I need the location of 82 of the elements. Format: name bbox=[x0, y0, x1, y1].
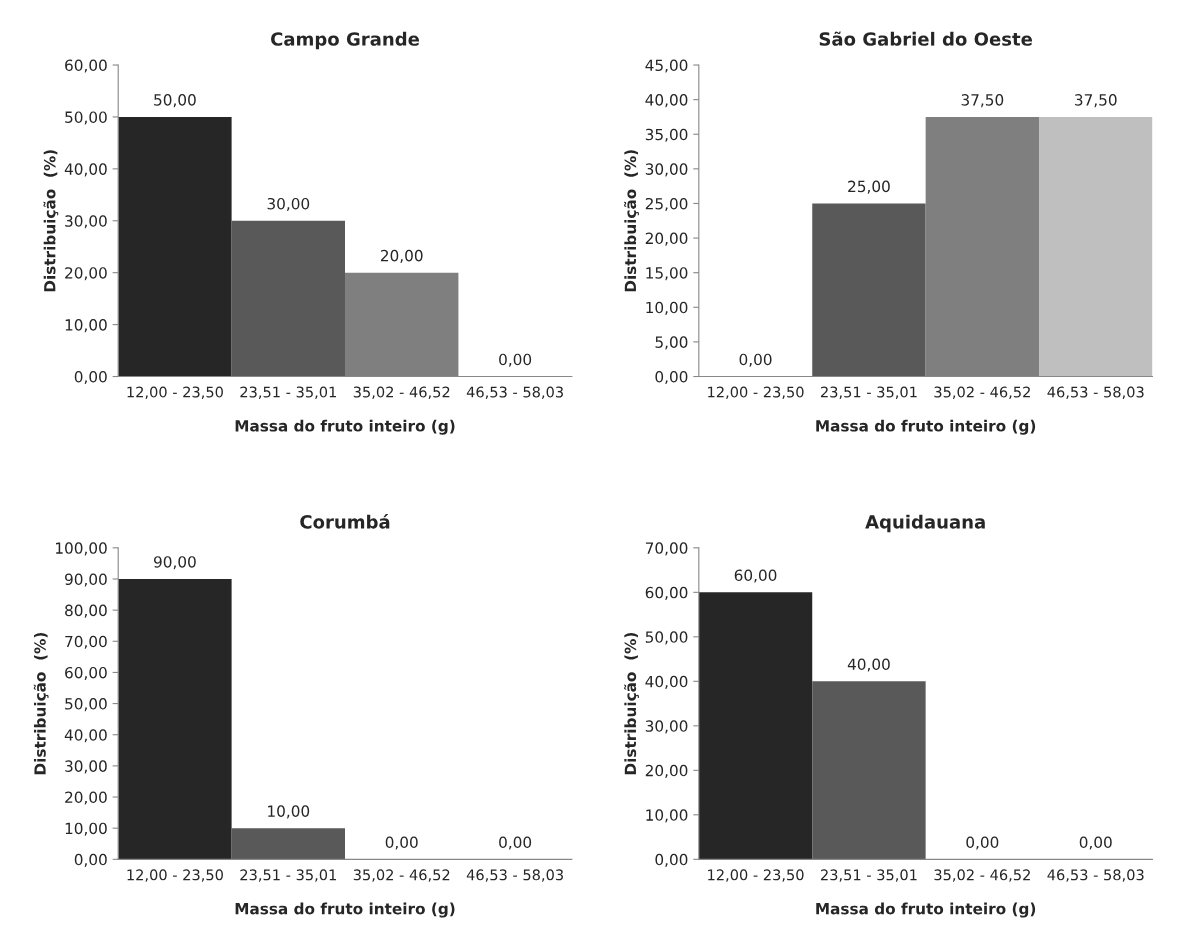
y-tick-label: 0,00 bbox=[74, 370, 107, 385]
x-axis-title: Massa do fruto inteiro (g) bbox=[816, 902, 1036, 918]
y-tick-label: 20,00 bbox=[65, 267, 107, 281]
y-tick-label: 40,00 bbox=[645, 94, 688, 108]
x-axis-title: Massa do fruto inteiro (g) bbox=[235, 419, 455, 435]
y-tick-label: 60,00 bbox=[65, 666, 107, 681]
x-axis-title: Massa do fruto inteiro (g) bbox=[816, 419, 1036, 435]
data-label: 0,00 bbox=[1079, 836, 1112, 850]
x-tick-label: 12,00 - 23,50 bbox=[708, 869, 804, 882]
y-tick-label: 20,00 bbox=[65, 791, 107, 805]
y-tick-label: 5,00 bbox=[655, 336, 688, 350]
y-axis-title: Distribuição (%) bbox=[33, 632, 49, 775]
y-tick-label: 40,00 bbox=[645, 675, 688, 689]
y-tick-label: 30,00 bbox=[645, 163, 688, 177]
y-tick-label: 60,00 bbox=[645, 586, 688, 600]
data-label: 10,00 bbox=[268, 805, 310, 819]
y-tick-label: 30,00 bbox=[65, 760, 107, 774]
y-tick-label: 100,00 bbox=[56, 542, 107, 556]
y-axis-title: Distribuição (%) bbox=[624, 150, 639, 292]
data-label: 37,50 bbox=[1075, 94, 1117, 108]
y-tick-label: 10,00 bbox=[65, 319, 107, 333]
y-tick-label: 10,00 bbox=[646, 809, 688, 823]
data-label: 0,00 bbox=[499, 836, 532, 850]
y-tick-label: 0,00 bbox=[655, 853, 688, 867]
y-tick-label: 60,00 bbox=[65, 59, 107, 73]
x-tick-label: 23,51 - 35,01 bbox=[820, 869, 917, 882]
x-tick-label: 35,02 - 46,52 bbox=[353, 386, 450, 400]
data-label: 0,00 bbox=[739, 353, 772, 367]
data-label: 37,50 bbox=[961, 94, 1004, 108]
x-tick-label: 23,51 - 35,01 bbox=[240, 386, 336, 400]
data-label: 40,00 bbox=[847, 658, 890, 672]
x-tick-label: 23,51 - 35,01 bbox=[820, 386, 917, 400]
y-tick-label: 30,00 bbox=[645, 720, 688, 734]
data-label: 0,00 bbox=[385, 836, 418, 850]
data-label: 0,00 bbox=[499, 353, 532, 367]
y-tick-label: 10,00 bbox=[65, 822, 107, 836]
data-label: 50,00 bbox=[154, 94, 196, 108]
x-tick-label: 35,02 - 46,52 bbox=[934, 869, 1030, 882]
x-tick-label: 12,00 - 23,50 bbox=[708, 386, 804, 400]
x-tick-label: 35,02 - 46,52 bbox=[353, 869, 450, 882]
y-axis-title: Distribuição (%) bbox=[624, 632, 639, 775]
y-tick-label: 40,00 bbox=[64, 163, 107, 177]
bar bbox=[118, 116, 232, 377]
data-label: 60,00 bbox=[734, 569, 777, 583]
y-tick-label: 30,00 bbox=[65, 215, 107, 229]
y-tick-label: 40,00 bbox=[64, 729, 107, 743]
x-axis-title: Massa do fruto inteiro (g) bbox=[235, 902, 455, 918]
chart-title: Corumbá bbox=[300, 513, 390, 529]
x-tick-label: 46,53 - 58,03 bbox=[466, 386, 563, 400]
chart-title: São Gabriel do Oeste bbox=[819, 31, 1032, 46]
y-tick-label: 35,00 bbox=[645, 128, 688, 142]
y-tick-label: 80,00 bbox=[65, 604, 107, 618]
data-label: 0,00 bbox=[966, 836, 999, 850]
y-tick-label: 70,00 bbox=[65, 635, 107, 649]
x-tick-label: 46,53 - 58,03 bbox=[466, 869, 563, 882]
y-tick-label: 50,00 bbox=[65, 698, 107, 712]
x-tick-label: 46,53 - 58,03 bbox=[1047, 869, 1144, 882]
x-tick-label: 12,00 - 23,50 bbox=[127, 869, 223, 882]
x-tick-label: 46,53 - 58,03 bbox=[1047, 386, 1144, 400]
y-tick-label: 15,00 bbox=[646, 267, 688, 281]
x-tick-label: 23,51 - 35,01 bbox=[240, 869, 336, 882]
y-tick-label: 20,00 bbox=[645, 764, 688, 778]
y-tick-label: 50,00 bbox=[65, 111, 107, 125]
data-label: 90,00 bbox=[154, 556, 196, 570]
chart-title: Aquidauana bbox=[865, 514, 985, 533]
chart-title: Campo Grande bbox=[271, 31, 420, 50]
data-label: 30,00 bbox=[267, 197, 310, 212]
y-tick-label: 0,00 bbox=[74, 853, 107, 867]
y-tick-label: 25,00 bbox=[645, 197, 688, 212]
x-tick-label: 12,00 - 23,50 bbox=[127, 386, 223, 400]
x-tick-label: 35,02 - 46,52 bbox=[934, 386, 1030, 400]
data-label: 25,00 bbox=[848, 180, 890, 194]
y-axis-title: Distribuição (%) bbox=[43, 150, 59, 292]
data-label: 20,00 bbox=[380, 249, 423, 263]
y-tick-label: 45,00 bbox=[645, 59, 688, 73]
y-tick-label: 10,00 bbox=[646, 301, 688, 315]
y-tick-label: 50,00 bbox=[645, 631, 688, 645]
y-tick-label: 0,00 bbox=[655, 370, 688, 385]
y-tick-label: 70,00 bbox=[645, 542, 688, 556]
y-tick-label: 20,00 bbox=[645, 232, 688, 246]
y-tick-label: 90,00 bbox=[65, 573, 107, 587]
bar bbox=[231, 220, 346, 377]
